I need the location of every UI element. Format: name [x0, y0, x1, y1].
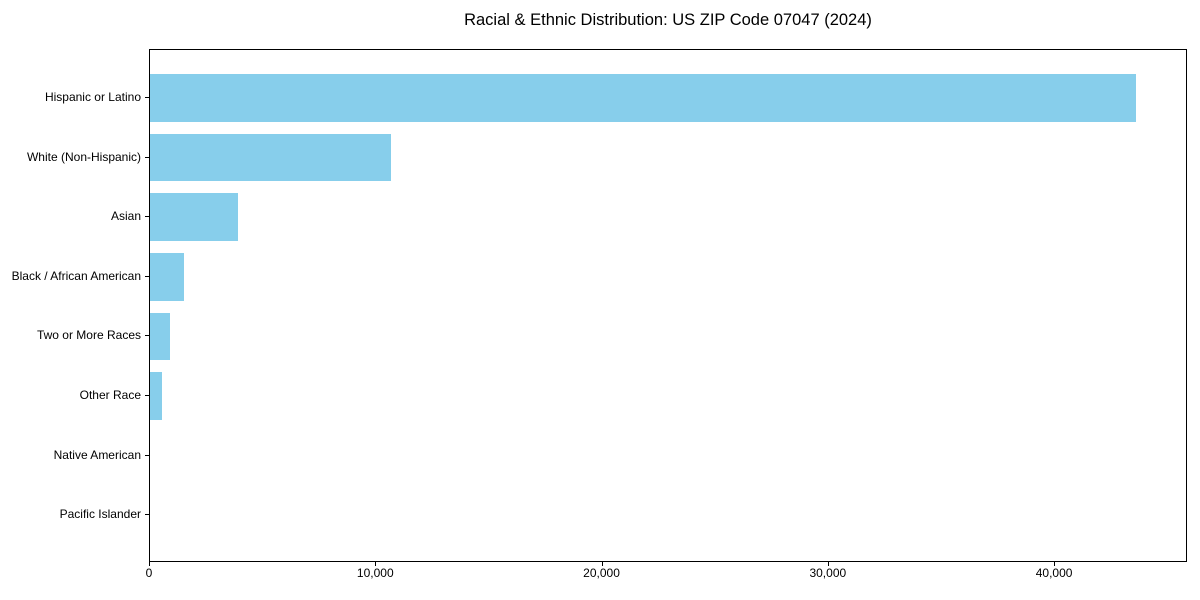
- y-tick-mark: [145, 395, 149, 396]
- x-tick-label: 0: [145, 566, 153, 580]
- y-axis-label-native-american: Native American: [53, 447, 141, 462]
- y-tick-mark: [145, 97, 149, 98]
- x-tick-mark: [1054, 562, 1056, 566]
- y-tick-mark: [145, 454, 149, 456]
- chart-title: Racial & Ethnic Distribution: US ZIP Cod…: [464, 11, 872, 29]
- x-tick-label: 20,000: [583, 566, 620, 580]
- x-tick-mark: [601, 562, 603, 566]
- bar-hispanic-or-latino: [150, 74, 1136, 122]
- y-tick-mark: [145, 335, 149, 337]
- y-axis-label-black-african-american: Black / African American: [11, 268, 141, 283]
- y-axis-label-hispanic-or-latino: Hispanic or Latino: [44, 90, 141, 104]
- y-axis-label-pacific-islander: Pacific Islander: [59, 507, 141, 522]
- y-tick-mark: [145, 275, 149, 277]
- y-tick-mark: [145, 156, 149, 158]
- x-tick-label: 30,000: [809, 566, 847, 580]
- x-tick-mark: [149, 562, 150, 566]
- bar-two-or-more-races: [150, 312, 170, 361]
- x-tick-mark: [827, 562, 829, 566]
- y-tick-mark: [145, 216, 149, 218]
- x-tick-label: 40,000: [1035, 566, 1073, 580]
- bar-black-african-american: [150, 252, 184, 301]
- y-axis-label-asian: Asian: [110, 209, 141, 224]
- x-tick-mark: [375, 562, 377, 566]
- y-axis-label-two-or-more-races: Two or More Races: [36, 328, 141, 343]
- y-axis-label-other-race: Other Race: [79, 388, 141, 402]
- y-tick-mark: [145, 514, 149, 516]
- bar-white-non-hispanic: [150, 133, 391, 182]
- plot-area: [149, 49, 1187, 562]
- bar-asian: [150, 193, 239, 242]
- x-tick-label: 10,000: [356, 566, 394, 580]
- y-axis-label-white-non-hispanic: White (Non-Hispanic): [26, 149, 141, 164]
- bar-other-race: [150, 372, 162, 420]
